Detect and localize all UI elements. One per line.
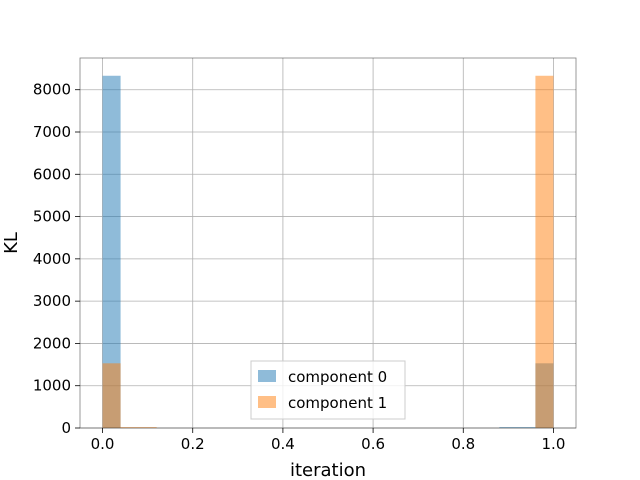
y-axis-label: KL: [1, 232, 22, 254]
bar-series-0-bin-1: [499, 427, 536, 428]
histogram-bars: [102, 75, 554, 428]
bar-series-0-bin-0: [102, 75, 121, 428]
bar-series-1-bin-1: [120, 427, 157, 428]
y-tick-label-1: 1000: [33, 377, 71, 395]
y-tick-label-4: 4000: [33, 250, 71, 268]
y-axis-ticks: 0 1000 2000 3000 4000 5000 6000 7000 8000: [33, 81, 80, 437]
x-tick-label-3: 0.6: [361, 435, 385, 453]
x-tick-label-5: 1.0: [542, 435, 566, 453]
y-tick-label-2: 2000: [33, 334, 71, 352]
x-tick-label-4: 0.8: [451, 435, 475, 453]
bar-series-1-bin-2: [535, 75, 554, 428]
x-axis-ticks: 0.0 0.2 0.4 0.6 0.8 1.0: [91, 428, 566, 453]
legend-swatch-component-0: [258, 370, 276, 382]
legend-label-component-0: component 0: [288, 368, 387, 386]
x-axis-label: iteration: [290, 460, 366, 480]
y-tick-label-6: 6000: [33, 165, 71, 183]
legend-label-component-1: component 1: [288, 394, 387, 412]
x-tick-label-1: 0.2: [181, 435, 205, 453]
bar-series-1-bin-0: [102, 363, 121, 428]
y-tick-label-0: 0: [61, 419, 71, 437]
y-tick-label-5: 5000: [33, 208, 71, 226]
y-tick-label-8: 8000: [33, 81, 71, 99]
legend: component 0 component 1: [250, 360, 406, 420]
y-tick-label-7: 7000: [33, 123, 71, 141]
x-tick-label-2: 0.4: [271, 435, 295, 453]
y-tick-label-3: 3000: [33, 292, 71, 310]
plot-frame: [79, 57, 577, 429]
x-tick-label-0: 0.0: [91, 435, 115, 453]
legend-swatch-component-1: [258, 396, 276, 408]
legend-box: [250, 360, 406, 420]
